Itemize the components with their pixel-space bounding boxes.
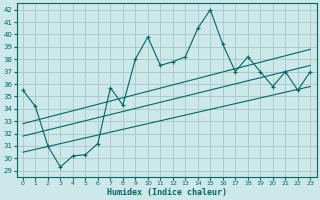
X-axis label: Humidex (Indice chaleur): Humidex (Indice chaleur): [107, 188, 227, 197]
